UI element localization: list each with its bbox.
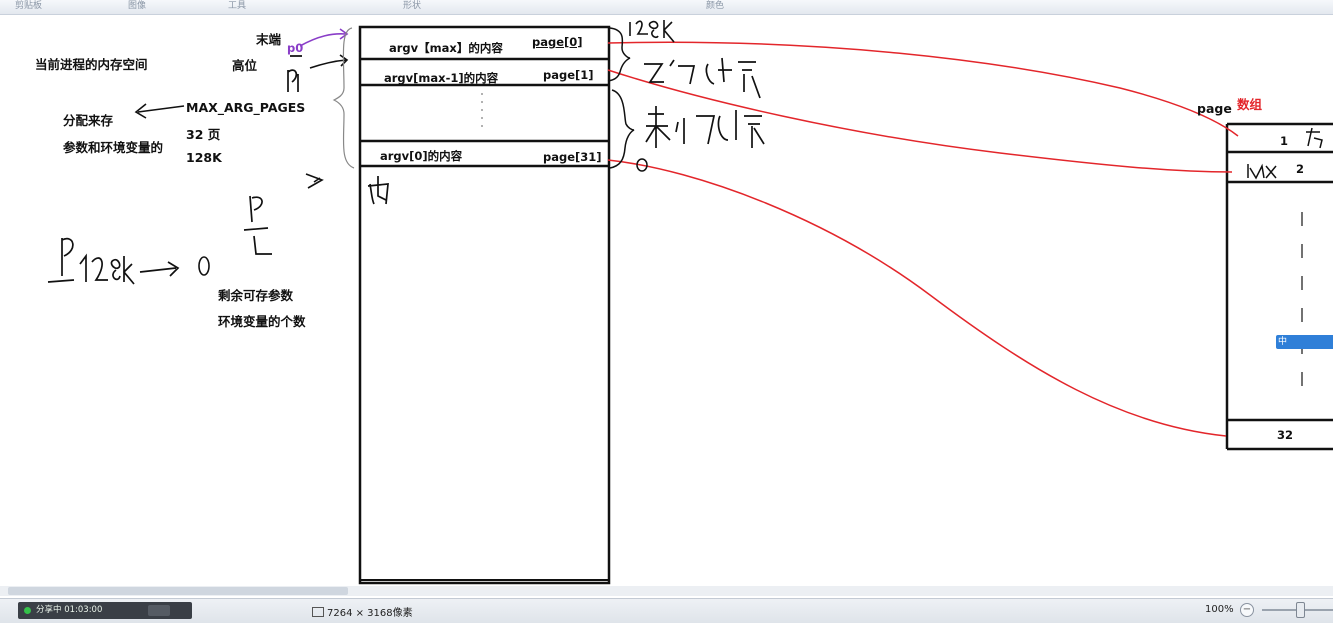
memory-row-31-page: page[31] bbox=[543, 150, 602, 164]
horizontal-scrollbar[interactable] bbox=[0, 586, 1333, 596]
ime-toolbar[interactable]: 中 bbox=[1276, 335, 1333, 349]
ribbon-group-colors[interactable]: 颜色 bbox=[706, 1, 725, 11]
red-curve-page0 bbox=[607, 41, 1239, 137]
memory-row-1-content: argv[max-1]的内容 bbox=[384, 71, 499, 85]
handwrite-p1 bbox=[287, 55, 302, 92]
memory-row-0-page: page[0] bbox=[532, 35, 583, 49]
note-remain-1: 剩余可存参数 bbox=[218, 288, 294, 303]
image-size-icon bbox=[312, 607, 324, 617]
brace-right-top bbox=[607, 27, 631, 82]
array-cell-1: 1 bbox=[1280, 134, 1289, 148]
array-cell-32: 32 bbox=[1277, 428, 1294, 442]
purple-arrowhead bbox=[339, 28, 349, 40]
ribbon-group-image[interactable]: 图像 bbox=[128, 1, 147, 11]
zoom-level: 100% bbox=[1205, 604, 1234, 615]
arrow-max-to-alloc bbox=[137, 105, 185, 113]
array-cell-2: 2 bbox=[1296, 162, 1305, 176]
image-dimensions: 7264 × 3168像素 bbox=[312, 604, 413, 619]
memory-row-0-content: argv【max】的内容 bbox=[389, 41, 503, 55]
share-indicator[interactable]: 分享中 01:03:00 bbox=[18, 602, 192, 619]
status-bar: 分享中 01:03:00 7264 × 3168像素 100% − bbox=[0, 598, 1333, 623]
zoom-slider-thumb[interactable] bbox=[1296, 602, 1305, 618]
array-label-page: page bbox=[1197, 101, 1232, 116]
red-curve-page1 bbox=[607, 69, 1233, 173]
black-arrow bbox=[309, 59, 347, 69]
handwrite-cell1 bbox=[1306, 127, 1323, 149]
red-curve-page31 bbox=[607, 159, 1227, 437]
memory-box bbox=[358, 25, 611, 585]
array-label-array: 数组 bbox=[1237, 97, 1263, 112]
note-alloc: 分配来存 bbox=[63, 113, 114, 128]
ime-mode-label: 中 bbox=[1278, 337, 1288, 347]
handwrite-p-over-l bbox=[243, 195, 272, 255]
handwrite-zero-left bbox=[198, 256, 210, 276]
purple-arrow bbox=[299, 33, 347, 47]
memory-row-31-content: argv[0]的内容 bbox=[380, 149, 463, 163]
horizontal-scrollbar-thumb[interactable] bbox=[8, 587, 348, 595]
handwrite-allocated bbox=[644, 57, 761, 99]
note-high: 高位 bbox=[232, 58, 258, 73]
brace-left bbox=[332, 27, 355, 169]
brace-right-bottom bbox=[609, 89, 635, 169]
handwrite-unallocated bbox=[645, 106, 765, 148]
note-remain-2: 环境变量的个数 bbox=[218, 314, 306, 329]
arrow-max-to-alloc-head bbox=[134, 103, 147, 119]
handwrite-cell2 bbox=[1247, 163, 1277, 180]
note-32-pages: 32 页 bbox=[186, 127, 221, 142]
handwrite-p128k-arrow bbox=[47, 237, 180, 285]
handwrite-nei bbox=[367, 176, 389, 205]
note-128k: 128K bbox=[186, 150, 222, 165]
share-status-text: 分享中 01:03:00 bbox=[36, 605, 103, 615]
ribbon-group-tools[interactable]: 工具 bbox=[228, 1, 247, 11]
share-stop-button[interactable] bbox=[148, 605, 170, 616]
handwrite-mark bbox=[305, 173, 324, 189]
live-dot-icon bbox=[24, 607, 31, 614]
zoom-out-button[interactable]: − bbox=[1240, 603, 1254, 617]
note-max-arg-pages: MAX_ARG_PAGES bbox=[186, 100, 306, 115]
ribbon-group-labels: 剪贴板 图像 工具 形状 颜色 bbox=[0, 0, 1333, 15]
note-p0: p0 bbox=[287, 41, 304, 55]
memory-row-1-page: page[1] bbox=[543, 68, 594, 82]
handwrite-zero-right bbox=[636, 158, 648, 172]
image-dimensions-text: 7264 × 3168像素 bbox=[327, 608, 413, 619]
handwrite-128k-top bbox=[629, 20, 675, 43]
ribbon-group-shapes[interactable]: 形状 bbox=[403, 1, 422, 11]
ribbon-group-clipboard[interactable]: 剪贴板 bbox=[15, 1, 43, 11]
note-process-space: 当前进程的内存空间 bbox=[35, 57, 148, 72]
note-args-env: 参数和环境变量的 bbox=[63, 140, 164, 155]
note-end: 末端 bbox=[256, 32, 282, 47]
drawing-canvas[interactable]: 当前进程的内存空间 末端 p0 高位 分配来存 参数和环境变量的 MAX_ARG… bbox=[0, 15, 1333, 598]
canvas-drawing bbox=[47, 20, 1333, 585]
